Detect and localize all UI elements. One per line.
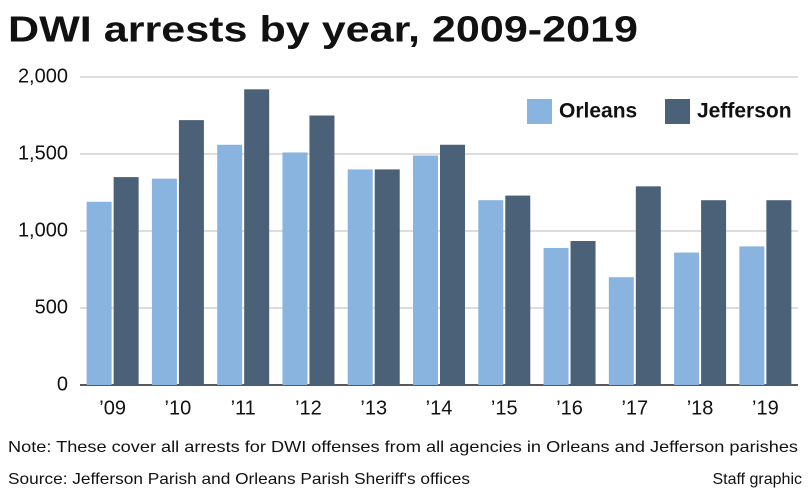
credit: Staff graphic (712, 471, 802, 488)
bar (347, 169, 373, 385)
x-tick-label: ’10 (165, 397, 192, 419)
legend-swatch (527, 99, 552, 124)
x-tick-label: ’19 (752, 397, 779, 419)
x-tick-label: ’12 (295, 397, 322, 419)
x-tick-label: ’15 (491, 397, 518, 419)
bar (701, 200, 727, 385)
bar (113, 177, 139, 385)
bar (217, 144, 243, 385)
legend-label: Orleans (559, 100, 637, 123)
bar (309, 115, 335, 385)
x-tick-label: ’11 (231, 397, 256, 419)
y-tick-label: 500 (35, 296, 68, 318)
bar (570, 241, 596, 385)
bar (739, 246, 765, 385)
bar (178, 120, 204, 386)
bar (244, 89, 270, 385)
y-tick-label: 2,000 (18, 65, 68, 87)
bar (478, 200, 504, 385)
x-tick-label: ’16 (556, 397, 583, 419)
x-tick-label: ’17 (621, 397, 648, 419)
y-tick-label: 1,500 (18, 142, 68, 164)
y-tick-label: 0 (57, 373, 68, 395)
bar (86, 201, 112, 385)
x-tick-label: ’14 (426, 397, 453, 419)
bar (608, 277, 634, 385)
x-tick-label: ’09 (99, 397, 126, 419)
bar (505, 195, 531, 385)
bar (413, 155, 438, 385)
bar (543, 247, 569, 385)
source: Source: Jefferson Parish and Orleans Par… (8, 471, 470, 488)
chart-title: DWI arrests by year, 2009-2019 (8, 9, 638, 50)
y-tick-label: 1,000 (18, 219, 68, 241)
x-tick-label: ’13 (360, 397, 387, 419)
bar (674, 252, 700, 385)
bar (635, 186, 661, 385)
bar (374, 169, 400, 385)
note: Note: These cover all arrests for DWI of… (8, 439, 798, 456)
bar (766, 200, 792, 385)
legend-swatch (665, 99, 690, 124)
bar (151, 178, 177, 385)
bar (282, 152, 308, 385)
x-tick-label: ’18 (687, 397, 714, 419)
legend-label: Jefferson (697, 100, 792, 123)
bar (440, 144, 465, 385)
